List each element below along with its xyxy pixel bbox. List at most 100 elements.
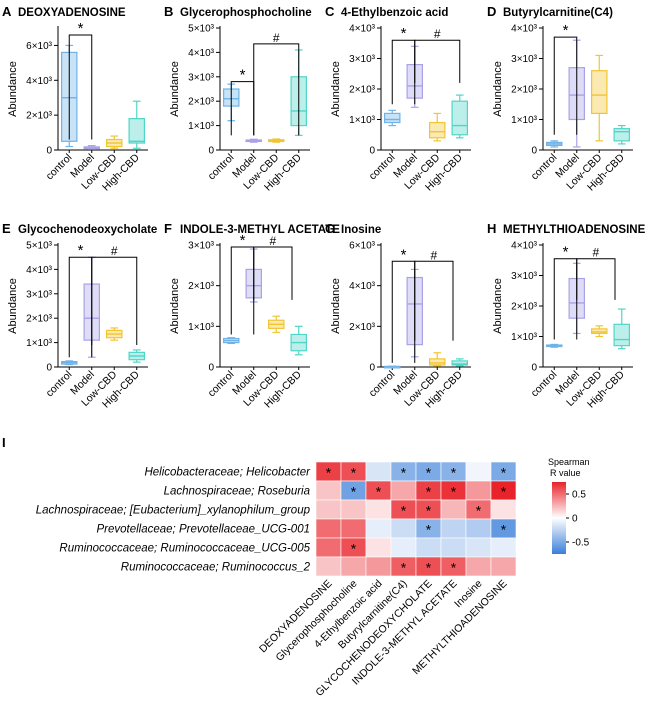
significance-bracket [253,43,300,136]
colorbar-tick-label: -0.5 [572,538,590,549]
heatmap-cell [465,537,492,558]
box-high-cbd [451,358,469,367]
heatmap-row-label: Ruminococcaceae; Ruminococcus_2 [121,562,311,574]
y-tick-label: 6×10³ [349,241,376,252]
panel-letter: G [325,221,335,236]
y-tick-label: 3×10³ [349,54,376,65]
box-body [613,128,631,142]
heatmap-cell [365,537,392,558]
y-tick-label: 4×10³ [26,76,53,87]
y-tick-label: 1×10³ [511,332,538,343]
box-body [428,358,446,366]
box-high-cbd [290,325,308,356]
y-tick-label: 2×10³ [511,302,538,313]
panel-letter: H [487,221,496,236]
box-body [451,100,469,136]
y-axis-label: Abundance [7,278,19,334]
box-control [545,343,563,348]
y-tick-label: 0 [369,363,375,374]
significance-bracket [553,36,578,135]
significance-star: * [426,503,432,519]
y-tick-label: 3×10³ [511,271,538,282]
heatmap-row-label: Ruminococcaceae; Ruminococcaceae_UCG-005 [59,543,310,555]
y-tick-label: 5×10³ [26,241,53,252]
significance-bracket [253,246,293,300]
box-panel-f: F INDOLE-3-METHYL ACETATE Abundance 0 1×10³ 2… [164,221,340,411]
significance-mark: * [401,246,407,263]
y-tick-label: 1×10³ [188,121,215,132]
heatmap-row-label: Helicobacteraceae; Helicobacter [144,467,311,479]
heatmap-cell [315,480,342,501]
heatmap-cell [465,518,492,539]
significance-mark: * [78,20,84,37]
box-panel-e: E Glycochenodeoxycholate Abundance 0 1×10³ 2×… [2,221,157,411]
significance-star: * [451,465,457,481]
y-tick-label: 4×10³ [349,281,376,292]
box-low-cbd [428,352,446,367]
box-panel-c: C 4-Ethylbenzoic acid Abundance 0 1×10³ 2×10³… [325,4,471,194]
box-high-cbd [613,124,631,145]
box-model [83,145,100,150]
significance-bracket [68,34,93,140]
box-low-cbd [267,138,285,143]
significance-mark: * [401,25,407,42]
heatmap-cell [315,499,342,520]
box-body [613,323,631,347]
heatmap-cell [315,537,342,558]
box-high-cbd [451,94,469,139]
heatmap-cell [315,556,342,577]
panel-letter: E [2,221,11,236]
significance-mark: * [240,232,246,249]
significance-star: * [451,560,457,576]
panel-letter: I [2,435,6,450]
y-tick-label: 0 [46,146,52,157]
significance-star: * [401,503,407,519]
y-axis-label: Abundance [169,278,181,334]
y-tick-label: 2×10³ [511,85,538,96]
significance-mark: # [431,248,438,262]
significance-star: * [326,465,332,481]
heatmap-cell [340,518,367,539]
significance-star: * [426,465,432,481]
heatmap-cell [340,556,367,577]
heatmap-cell [365,499,392,520]
box-control [222,337,240,345]
colorbar [552,482,566,554]
heatmap-cell [365,518,392,539]
significance-mark: * [78,242,84,259]
box-low-cbd [105,327,123,341]
y-axis-label: Abundance [169,61,181,117]
box-panel-h: H METHYLTHIOADENOSINE Abundance 0 1×10³ 2×10³… [487,221,646,411]
significance-mark: # [593,246,600,260]
colorbar-title: Spearman [548,457,590,467]
significance-star: * [476,503,482,519]
box-low-cbd [267,315,285,334]
panel-title: 4-Ethylbenzoic acid [341,7,448,19]
panel-letter: B [164,4,173,19]
y-tick-label: 0 [369,146,375,157]
y-tick-label: 1×10³ [349,115,376,126]
heatmap-cell [390,480,417,501]
box-body [590,70,608,114]
significance-mark: * [563,244,569,261]
colorbar-title: R value [550,468,581,478]
box-body [451,360,469,366]
heatmap-cell [465,480,492,501]
heatmap-cell [465,556,492,577]
y-tick-label: 0 [46,363,52,374]
significance-bracket [414,260,454,341]
panel-title: Glycochenodeoxycholate [18,224,157,236]
heatmap-cell [490,537,517,558]
panel-letter: F [164,221,172,236]
y-tick-label: 1×10³ [511,115,538,126]
box-low-cbd [428,112,446,142]
box-body [383,112,401,124]
y-tick-label: 1×10³ [26,338,53,349]
y-tick-label: 0 [208,363,214,374]
y-axis-label: Abundance [7,61,19,117]
significance-mark: # [273,31,280,45]
box-control [60,360,78,366]
y-tick-label: 5×10³ [188,24,215,35]
heatmap-panel: I Helicobacteraceae; Helicobacter * * * * * * La… [2,435,590,699]
